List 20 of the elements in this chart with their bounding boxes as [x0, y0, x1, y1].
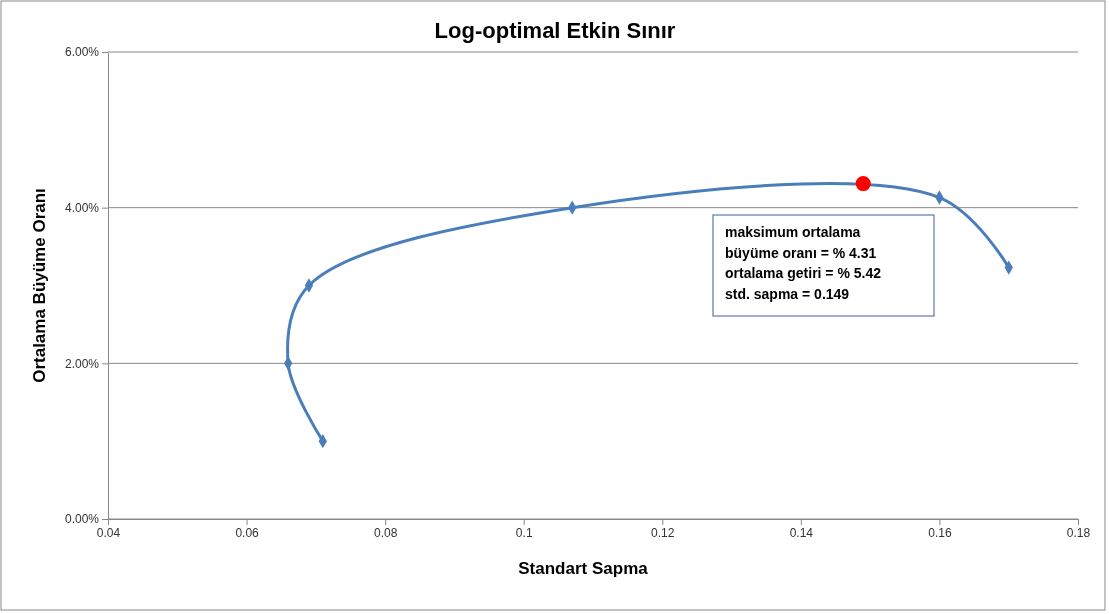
y-tick-label: 2.00% [64, 356, 100, 371]
x-tick-label: 0.04 [96, 525, 121, 540]
annotation: ortalama getiri = % 5.42 [725, 265, 882, 281]
x-tick-label: 0.14 [789, 525, 814, 540]
x-tick-label: 0.06 [235, 525, 260, 540]
chart-title: Log-optimal Etkin Sınır [434, 18, 676, 43]
y-axis-title: Ortalama Büyüme Oranı [30, 188, 49, 383]
x-tick-label: 0.18 [1066, 525, 1091, 540]
annotation: maksimum ortalama [725, 224, 861, 240]
y-tick-label: 6.00% [64, 45, 100, 60]
x-tick-label: 0.12 [651, 525, 675, 540]
x-tick-label: 0.16 [928, 525, 952, 540]
point [855, 175, 871, 192]
annotation: büyüme oranı = % 4.31 [725, 244, 877, 261]
x-tick-label: 0.1 [515, 525, 533, 540]
y-tick-label: 4.00% [64, 201, 100, 216]
y-tick-label: 0.00% [64, 512, 100, 527]
x-tick-label: 0.08 [373, 525, 398, 540]
x-axis-title: Standart Sapma [518, 559, 649, 578]
annotation: std. sapma = 0.149 [725, 285, 850, 302]
